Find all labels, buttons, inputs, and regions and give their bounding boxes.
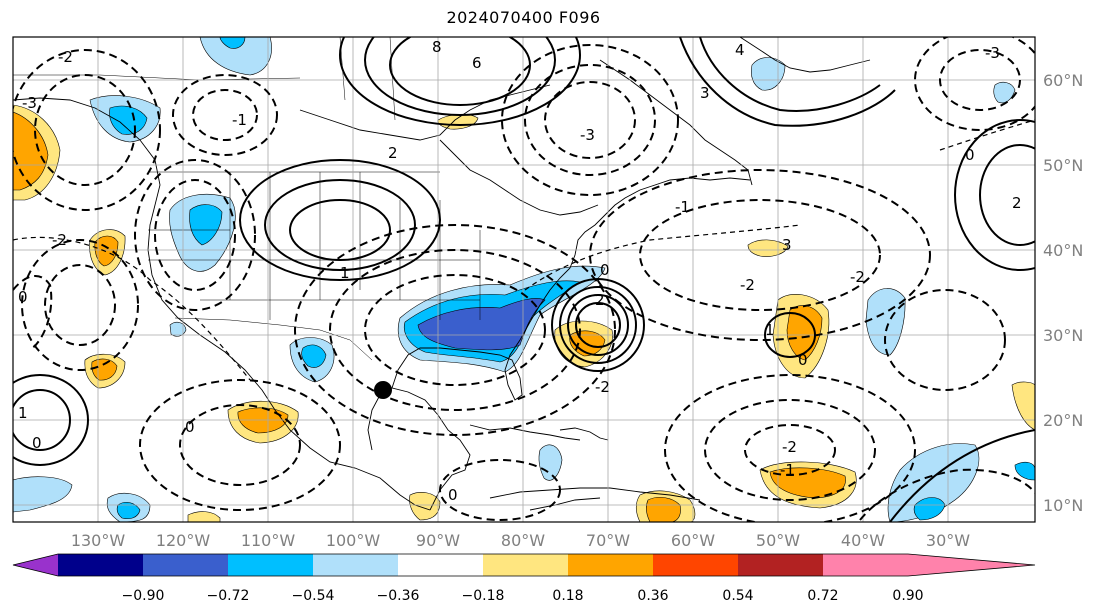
contour-label: -2	[52, 231, 67, 249]
contour-label: -2	[740, 276, 755, 294]
colorbar-swatch	[398, 554, 483, 576]
colorbar-ticks: −0.90 −0.72 −0.54 −0.36 −0.18 0.18 0.36 …	[122, 588, 924, 604]
negative-anomaly-shading	[13, 37, 1035, 522]
colorbar-tick-label: 0.36	[637, 588, 668, 604]
colorbar-tick-label: −0.36	[377, 588, 420, 604]
contour-label: -2	[595, 378, 610, 396]
lon-label: 30°W	[926, 531, 970, 550]
contour-label: -3	[985, 44, 1000, 62]
contour-label: 0	[798, 351, 808, 369]
negative-contours	[13, 37, 1035, 522]
lon-label: 90°W	[416, 531, 460, 550]
colorbar-swatch	[823, 554, 908, 576]
colorbar-swatch	[228, 554, 313, 576]
colorbar-tick-label: 0.54	[722, 588, 753, 604]
contour-label: -3	[22, 94, 37, 112]
colorbar-swatch	[143, 554, 228, 576]
lon-label: 60°W	[671, 531, 715, 550]
lon-label: 100°W	[326, 531, 381, 550]
colorbar-tick-label: 0.72	[807, 588, 838, 604]
contour-label: 3	[700, 84, 710, 102]
colorbar-swatch	[738, 554, 823, 576]
contour-label: -2	[58, 48, 73, 66]
longitude-labels: 130°W 120°W 110°W 100°W 90°W 80°W 70°W 6…	[71, 531, 970, 550]
contour-label: 1	[18, 404, 28, 422]
contour-label: -1	[232, 111, 247, 129]
contour-label: 0	[448, 486, 458, 504]
contour-label: 2	[595, 291, 605, 309]
lat-label: 30°N	[1043, 326, 1083, 345]
contour-label: 1	[765, 321, 775, 339]
map-frame	[12, 36, 1036, 523]
colorbar-swatch	[313, 554, 398, 576]
lat-label: 20°N	[1043, 411, 1083, 430]
contour-label: 0	[32, 434, 42, 452]
contour-label: -3	[580, 126, 595, 144]
contour-label: 4	[735, 41, 745, 59]
colorbar-tick-label: −0.90	[122, 588, 165, 604]
colorbar-tick-label: −0.72	[207, 588, 250, 604]
lat-label: 10°N	[1043, 496, 1083, 515]
contour-label: -1	[780, 461, 795, 479]
lon-label: 50°W	[756, 531, 800, 550]
lon-label: 110°W	[241, 531, 296, 550]
contour-label: 1	[340, 264, 350, 282]
contour-label: 2	[388, 144, 398, 162]
lat-label: 50°N	[1043, 156, 1083, 175]
colorbar-swatch	[653, 554, 738, 576]
contour-label: -1	[675, 198, 690, 216]
contour-label: 8	[432, 38, 442, 56]
colorbar-swatch	[58, 554, 143, 576]
contour-label: 3	[782, 236, 792, 254]
lon-label: 70°W	[586, 531, 630, 550]
colorbar-swatch	[568, 554, 653, 576]
contour-label: 0	[600, 261, 610, 279]
contour-label: 0	[185, 418, 195, 436]
colorbar-extend-low	[13, 554, 58, 576]
storm-center-marker	[374, 381, 392, 399]
contour-label: 0	[965, 146, 975, 164]
colorbar-tick-label: −0.18	[462, 588, 505, 604]
positive-contours	[13, 37, 1035, 522]
lat-label: 60°N	[1043, 71, 1083, 90]
map-title: 2024070400 F096	[446, 8, 601, 27]
lon-label: 80°W	[501, 531, 545, 550]
lon-label: 40°W	[841, 531, 885, 550]
contour-label: 6	[472, 54, 482, 72]
lon-label: 130°W	[71, 531, 126, 550]
latitude-labels: 10°N 20°N 30°N 40°N 50°N 60°N	[1043, 71, 1083, 515]
colorbar-extend-high	[908, 554, 1035, 576]
colorbar-tick-label: 0.18	[552, 588, 583, 604]
colorbar-tick-label: 0.90	[892, 588, 923, 604]
contour-label: 2	[1012, 194, 1022, 212]
colorbar-swatch	[483, 554, 568, 576]
lon-label: 120°W	[156, 531, 211, 550]
contour-labels: 8 6 4 3 -3 -3 -3 -2 -2 -2 -2 -2 -2 -1 -1…	[18, 38, 1022, 504]
lat-label: 40°N	[1043, 241, 1083, 260]
zero-contours	[13, 119, 1035, 381]
contour-label: 0	[18, 288, 28, 306]
gridlines	[13, 37, 1035, 522]
contour-label: -2	[782, 438, 797, 456]
colorbar: −0.90 −0.72 −0.54 −0.36 −0.18 0.18 0.36 …	[12, 553, 1036, 604]
contour-label: -2	[850, 268, 865, 286]
colorbar-tick-label: −0.54	[292, 588, 335, 604]
